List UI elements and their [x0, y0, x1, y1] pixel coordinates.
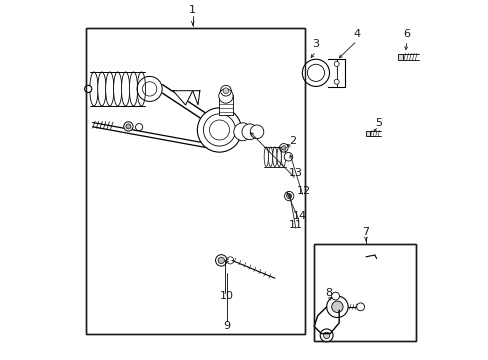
Circle shape — [218, 257, 224, 264]
Text: 4: 4 — [353, 28, 360, 39]
Ellipse shape — [98, 72, 106, 106]
Circle shape — [323, 332, 329, 339]
Circle shape — [125, 124, 131, 129]
Ellipse shape — [90, 72, 98, 106]
Polygon shape — [173, 91, 192, 105]
Circle shape — [209, 120, 229, 140]
Text: 6: 6 — [403, 28, 410, 39]
Circle shape — [123, 122, 133, 131]
Ellipse shape — [281, 147, 285, 167]
Polygon shape — [192, 91, 200, 105]
Circle shape — [331, 292, 339, 300]
Text: 12: 12 — [296, 186, 310, 196]
Ellipse shape — [121, 72, 129, 106]
Ellipse shape — [268, 147, 272, 167]
Circle shape — [197, 108, 241, 152]
Bar — [397, 54, 403, 60]
Ellipse shape — [129, 72, 138, 106]
Circle shape — [233, 123, 251, 141]
Circle shape — [333, 79, 339, 84]
Ellipse shape — [137, 72, 145, 106]
Ellipse shape — [105, 72, 114, 106]
Circle shape — [302, 59, 329, 86]
Text: 9: 9 — [223, 321, 230, 332]
Text: 11: 11 — [289, 220, 303, 230]
Bar — [365, 131, 369, 136]
Text: 8: 8 — [324, 288, 331, 297]
Ellipse shape — [272, 147, 276, 167]
Bar — [313, 244, 415, 341]
Circle shape — [284, 153, 292, 161]
Text: 3: 3 — [312, 39, 319, 49]
Circle shape — [218, 89, 233, 103]
Text: 10: 10 — [219, 291, 233, 301]
Bar — [85, 28, 305, 334]
Circle shape — [242, 124, 257, 140]
Circle shape — [281, 146, 285, 150]
Circle shape — [84, 85, 92, 93]
Text: 5: 5 — [374, 118, 381, 128]
Circle shape — [215, 255, 226, 266]
Ellipse shape — [113, 72, 122, 106]
Bar — [85, 28, 305, 334]
Circle shape — [331, 301, 343, 312]
Bar — [313, 244, 415, 341]
Text: 7: 7 — [362, 227, 369, 237]
Text: 13: 13 — [289, 168, 303, 178]
Bar — [218, 95, 233, 115]
Text: 2: 2 — [288, 136, 296, 146]
Ellipse shape — [276, 147, 281, 167]
Text: 14: 14 — [292, 211, 306, 221]
Ellipse shape — [264, 147, 268, 167]
Circle shape — [326, 296, 347, 318]
Circle shape — [286, 194, 291, 199]
Circle shape — [250, 125, 263, 139]
Circle shape — [356, 303, 364, 311]
Circle shape — [226, 257, 233, 264]
Circle shape — [320, 329, 332, 342]
Text: 1: 1 — [189, 5, 196, 15]
Circle shape — [223, 88, 228, 94]
Circle shape — [333, 62, 339, 66]
